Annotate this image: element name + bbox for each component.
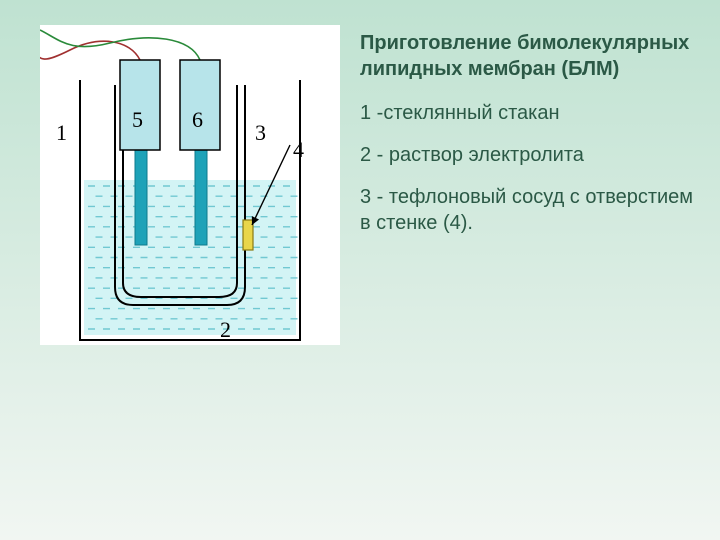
diagram-svg — [40, 25, 340, 345]
legend-line-3: 3 - тефлоновый сосуд с отверстием в стен… — [360, 184, 700, 236]
diagram-label-5: 5 — [132, 107, 143, 133]
diagram-label-3: 3 — [255, 120, 266, 146]
diagram-title: Приготовление бимолекулярных липидных ме… — [360, 30, 700, 82]
legend-line-1: 1 -стеклянный стакан — [360, 100, 700, 126]
diagram-label-4: 4 — [293, 137, 304, 163]
blm-setup-diagram: 1 2 3 4 5 6 — [40, 25, 340, 345]
legend-line-2: 2 - раствор электролита — [360, 142, 700, 168]
slide-stage: 1 2 3 4 5 6 Приготовление бимолекулярных липи… — [0, 0, 720, 540]
diagram-label-2: 2 — [220, 317, 231, 343]
diagram-label-1: 1 — [56, 120, 67, 146]
diagram-label-6: 6 — [192, 107, 203, 133]
text-column: Приготовление бимолекулярных липидных ме… — [360, 30, 700, 252]
